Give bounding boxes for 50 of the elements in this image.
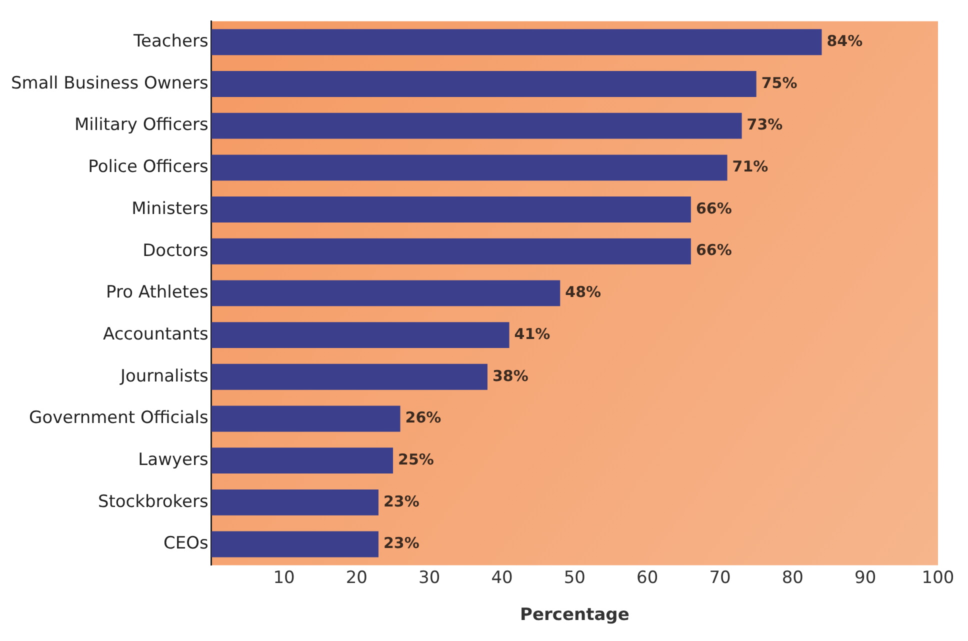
x-tick-label: 30 <box>418 568 440 588</box>
x-tick-label: 90 <box>854 568 876 588</box>
y-tick-label: Pro Athletes <box>106 282 208 303</box>
bar <box>211 489 378 516</box>
data-label: 41% <box>514 324 550 343</box>
x-tick-label: 70 <box>709 568 731 588</box>
y-tick-label: CEOs <box>163 534 208 554</box>
data-label: 75% <box>761 74 798 92</box>
x-tick-label: 40 <box>491 568 513 588</box>
data-label: 25% <box>398 450 434 468</box>
x-tick-label: 60 <box>636 568 658 588</box>
y-tick-label: Journalists <box>119 366 208 386</box>
bar <box>211 70 756 97</box>
x-tick-label: 80 <box>782 568 804 588</box>
bar <box>211 448 394 474</box>
data-label: 23% <box>383 492 420 510</box>
data-label: 71% <box>732 158 768 176</box>
data-label: 48% <box>565 283 602 302</box>
bar <box>211 112 742 139</box>
y-tick-label: Stockbrokers <box>98 492 208 512</box>
x-tick-label: 100 <box>922 568 954 588</box>
bar <box>211 364 488 390</box>
y-tick-label: Doctors <box>142 240 208 261</box>
data-label: 38% <box>492 366 528 385</box>
bar <box>211 322 510 348</box>
y-tick-label: Teachers <box>132 32 208 52</box>
y-tick-label: Small Business Owners <box>10 73 208 94</box>
bar <box>211 406 400 432</box>
y-tick-label: Government Officials <box>29 408 208 428</box>
bar <box>211 154 728 181</box>
y-tick-label: Accountants <box>102 324 208 344</box>
x-axis-title: Percentage <box>520 605 630 626</box>
y-tick-label: Military Officers <box>74 115 208 136</box>
data-label: 73% <box>746 116 783 134</box>
bar <box>211 29 822 56</box>
data-label: 26% <box>405 408 442 427</box>
data-label: 66% <box>696 199 732 218</box>
bar <box>211 531 378 558</box>
bar <box>211 280 560 306</box>
data-label: 84% <box>826 32 863 50</box>
x-tick-label: 50 <box>564 568 586 588</box>
bar <box>211 196 691 222</box>
y-tick-label: Police Officers <box>88 157 208 178</box>
x-tick-label: 10 <box>273 568 295 588</box>
x-tick-label: 20 <box>346 568 368 588</box>
bar <box>211 238 691 264</box>
data-label: 66% <box>696 241 732 260</box>
y-tick-label: Ministers <box>132 198 208 219</box>
y-tick-label: Lawyers <box>138 450 208 470</box>
data-label: 23% <box>383 534 420 552</box>
